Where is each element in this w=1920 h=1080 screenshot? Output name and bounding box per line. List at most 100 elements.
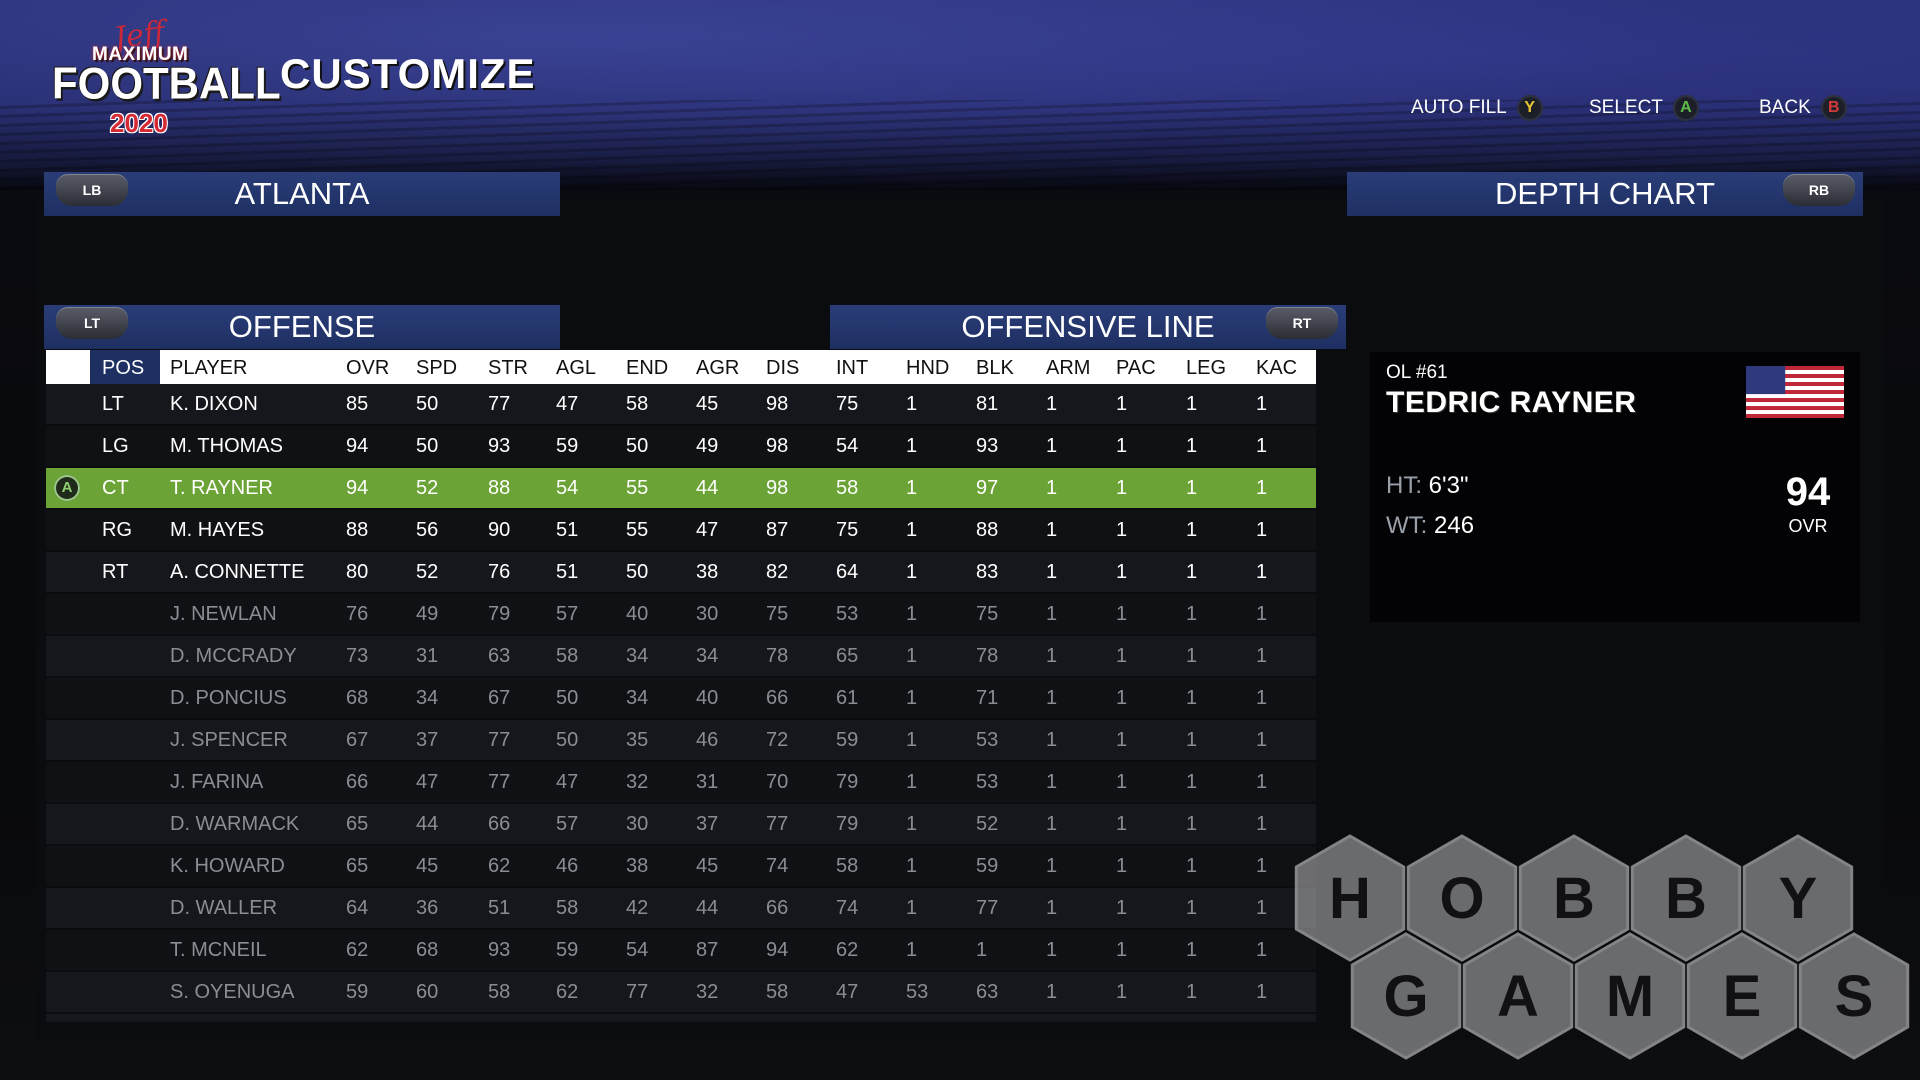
cell-leg: 1 <box>1186 687 1198 709</box>
cell-int: 53 <box>836 603 859 625</box>
cell-kac: 1 <box>1256 897 1268 919</box>
table-row[interactable]: LT K. DIXON 85 50 77 47 58 45 98 75 1 81 1 1 1 1 <box>46 384 1316 424</box>
cell-str: 63 <box>488 645 511 667</box>
logo-year: 2020 <box>110 108 168 138</box>
back-button[interactable]: BACK B <box>1759 94 1847 122</box>
table-row[interactable]: RG M. HAYES 88 56 90 51 55 47 87 75 1 88 1 1 1 1 <box>46 510 1316 550</box>
cell-agl: 62 <box>556 981 579 1003</box>
cell-blk: 88 <box>976 519 999 541</box>
cell-agr: 46 <box>696 729 719 751</box>
column-header-ovr[interactable]: OVR <box>346 357 390 379</box>
cell-int: 61 <box>836 687 859 709</box>
cell-ovr: 85 <box>346 393 369 415</box>
cell-kac: 1 <box>1256 561 1268 583</box>
column-header-str[interactable]: STR <box>488 357 528 379</box>
column-header-arm[interactable]: ARM <box>1046 357 1091 379</box>
cell-pac: 1 <box>1116 519 1128 541</box>
cell-agl: 54 <box>556 477 579 499</box>
column-header-spd[interactable]: SPD <box>416 357 458 379</box>
logo-football: FOOTBALL <box>52 58 281 109</box>
cell-arm: 1 <box>1046 855 1058 877</box>
cell-kac: 1 <box>1256 477 1268 499</box>
table-row[interactable]: D. WALLER 64 36 51 58 42 44 66 74 1 77 1 1 1 1 <box>46 888 1316 928</box>
cell-ovr: 65 <box>346 855 369 877</box>
cell-dis: 66 <box>766 687 789 709</box>
column-header-int[interactable]: INT <box>836 357 869 379</box>
table-row[interactable]: T. MCNEIL 62 68 93 59 54 87 94 62 1 1 1 1 1 1 <box>46 930 1316 970</box>
cell-blk: 97 <box>976 477 999 499</box>
lb-bumper-icon[interactable]: LB <box>56 174 128 206</box>
table-row[interactable]: K. HOWARD 65 45 62 46 38 45 74 58 1 59 1 1 1 1 <box>46 846 1316 886</box>
team-selector[interactable]: ATLANTA <box>44 172 560 216</box>
cell-spd: 45 <box>416 855 439 877</box>
watermark-letter: B <box>1665 866 1707 931</box>
position-group-tab[interactable]: OFFENSIVE LINE <box>830 305 1346 349</box>
lt-trigger-icon[interactable]: LT <box>56 307 128 339</box>
column-header-leg[interactable]: LEG <box>1186 357 1227 379</box>
watermark-hex <box>1630 834 1742 962</box>
column-header-dis[interactable]: DIS <box>766 357 800 379</box>
table-row[interactable]: A CT T. RAYNER 94 52 88 54 55 44 98 58 1 97 1 1 1 1 <box>46 468 1316 508</box>
cell-int: 65 <box>836 645 859 667</box>
rt-trigger-icon[interactable]: RT <box>1266 307 1338 339</box>
cell-hnd: 1 <box>906 897 918 919</box>
cell-arm: 1 <box>1046 477 1058 499</box>
hobby-games-watermark: H O B B Y G A M E S <box>1294 834 1910 1060</box>
us-flag-icon <box>1746 366 1844 418</box>
cell-hnd: 1 <box>906 729 918 751</box>
table-row[interactable]: J. SPENCER 67 37 77 50 35 46 72 59 1 53 1 1 1 1 <box>46 720 1316 760</box>
column-header-agr[interactable]: AGR <box>696 357 740 379</box>
table-row[interactable]: D. PONCIUS 68 34 67 50 34 40 66 61 1 71 1 1 1 1 <box>46 678 1316 718</box>
cell-player: J. NEWLAN <box>170 603 277 625</box>
cell-pos: CT <box>102 477 129 499</box>
depth-chart-tab[interactable]: DEPTH CHART <box>1347 172 1863 216</box>
column-header-pac[interactable]: PAC <box>1116 357 1156 379</box>
auto-fill-button[interactable]: AUTO FILL Y <box>1411 94 1543 122</box>
column-header-kac[interactable]: KAC <box>1256 357 1298 379</box>
cell-blk: 53 <box>976 729 999 751</box>
cell-kac: 1 <box>1256 771 1268 793</box>
cell-pac: 1 <box>1116 855 1128 877</box>
cell-str: 93 <box>488 435 511 457</box>
column-header-blk[interactable]: BLK <box>976 357 1014 379</box>
cell-agr: 32 <box>696 981 719 1003</box>
cell-pac: 1 <box>1116 561 1128 583</box>
rb-bumper-icon[interactable]: RB <box>1783 174 1855 206</box>
player-name: TEDRIC RAYNER <box>1386 386 1637 419</box>
cell-spd: 49 <box>416 603 439 625</box>
cell-ovr: 88 <box>346 519 369 541</box>
cell-int: 64 <box>836 561 859 583</box>
cell-blk: 75 <box>976 603 999 625</box>
column-header-pos[interactable]: POS <box>102 357 145 379</box>
cell-hnd: 53 <box>906 981 929 1003</box>
cell-agr: 44 <box>696 477 719 499</box>
cell-pos: LG <box>102 435 129 457</box>
cell-dis: 72 <box>766 729 789 751</box>
watermark-hex <box>1462 932 1574 1060</box>
offense-tab[interactable]: OFFENSE <box>44 305 560 349</box>
cell-blk: 52 <box>976 813 999 835</box>
table-row[interactable]: S. OYENUGA 59 60 58 62 77 32 58 47 53 63 1 1 1 1 <box>46 972 1316 1012</box>
cell-agr: 31 <box>696 771 719 793</box>
cell-int: 75 <box>836 393 859 415</box>
column-header-hnd[interactable]: HND <box>906 357 950 379</box>
cell-agr: 45 <box>696 855 719 877</box>
cell-kac: 1 <box>1256 393 1268 415</box>
table-row[interactable]: LG M. THOMAS 94 50 93 59 50 49 98 54 1 93 1 1 1 1 <box>46 426 1316 466</box>
cell-hnd: 1 <box>906 519 918 541</box>
cell-str: 77 <box>488 729 511 751</box>
column-header-player[interactable]: PLAYER <box>170 357 248 379</box>
select-button[interactable]: SELECT A <box>1589 94 1699 122</box>
table-row[interactable]: D. WARMACK 65 44 66 57 30 37 77 79 1 52 1 1 1 1 <box>46 804 1316 844</box>
table-row[interactable]: D. MCCRADY 73 31 63 58 34 34 78 65 1 78 1 1 1 1 <box>46 636 1316 676</box>
column-header-end[interactable]: END <box>626 357 669 379</box>
table-row[interactable]: J. NEWLAN 76 49 79 57 40 30 75 53 1 75 1 1 1 1 <box>46 594 1316 634</box>
table-row[interactable]: RT A. CONNETTE 80 52 76 51 50 38 82 64 1 83 1 1 1 1 <box>46 552 1316 592</box>
cell-end: 35 <box>626 729 649 751</box>
column-header-agl[interactable]: AGL <box>556 357 597 379</box>
player-position-number: OL #61 <box>1386 362 1448 383</box>
cell-blk: 63 <box>976 981 999 1003</box>
cell-str: 62 <box>488 855 511 877</box>
table-row[interactable]: J. FARINA 66 47 77 47 32 31 70 79 1 53 1 1 1 1 <box>46 762 1316 802</box>
cell-str: 90 <box>488 519 511 541</box>
